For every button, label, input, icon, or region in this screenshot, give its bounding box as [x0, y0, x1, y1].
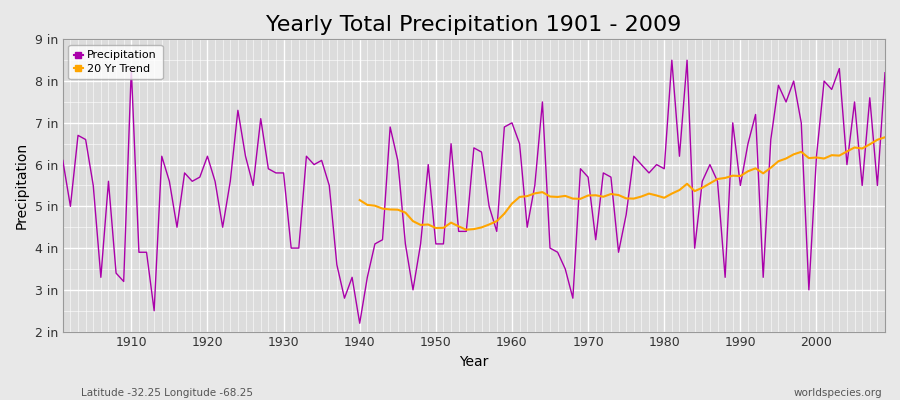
Y-axis label: Precipitation: Precipitation — [15, 142, 29, 229]
Text: Latitude -32.25 Longitude -68.25: Latitude -32.25 Longitude -68.25 — [81, 388, 253, 398]
Text: worldspecies.org: worldspecies.org — [794, 388, 882, 398]
Legend: Precipitation, 20 Yr Trend: Precipitation, 20 Yr Trend — [68, 45, 163, 79]
X-axis label: Year: Year — [459, 355, 489, 369]
Title: Yearly Total Precipitation 1901 - 2009: Yearly Total Precipitation 1901 - 2009 — [266, 15, 681, 35]
